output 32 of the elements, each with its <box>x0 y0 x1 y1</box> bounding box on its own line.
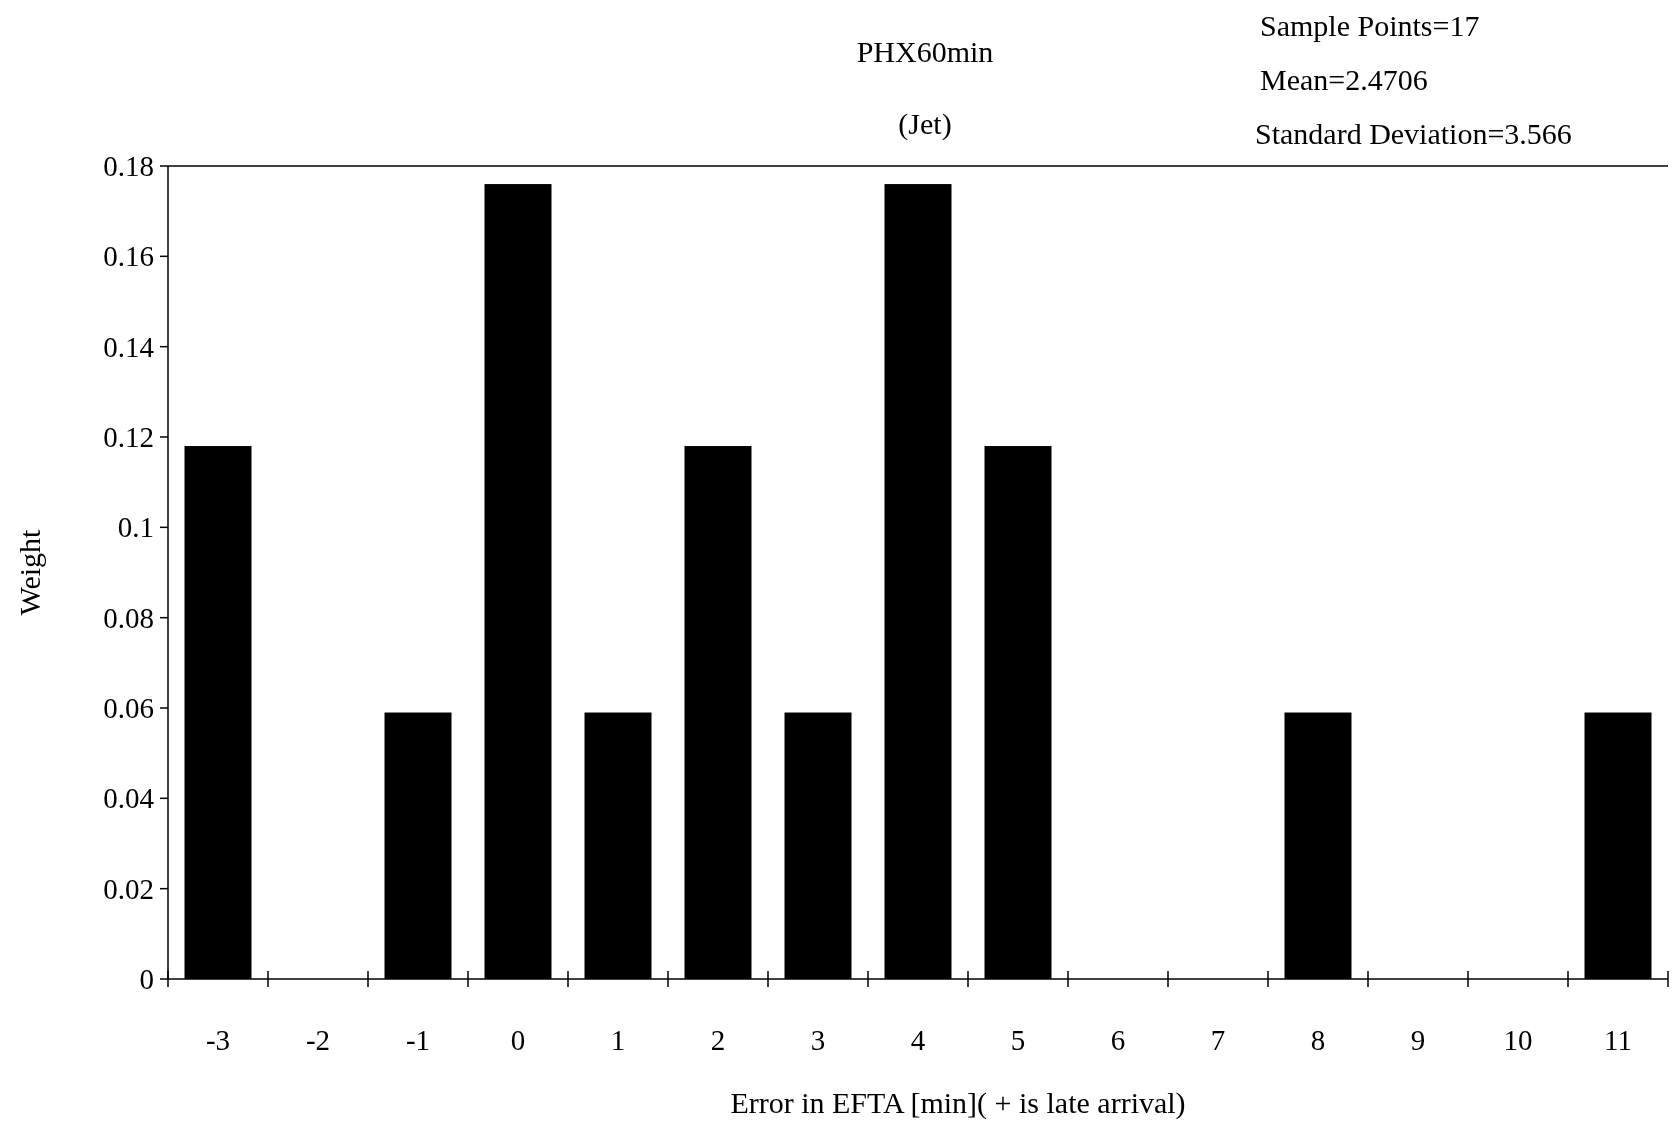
text: Sample Points=17 <box>1260 9 1480 42</box>
x-tick-label: 7 <box>1210 1024 1226 1056</box>
x-tick-label: 10 <box>1503 1024 1533 1056</box>
y-tick-label: 0.02 <box>103 872 154 905</box>
y-tick-label: 0.14 <box>103 330 155 363</box>
x-tick-label: 11 <box>1604 1024 1632 1056</box>
text: Mean=2.4706 <box>1260 63 1428 96</box>
x-tick-label: 8 <box>1310 1024 1326 1056</box>
x-tick-label: 3 <box>810 1024 826 1056</box>
y-tick-label: 0 <box>139 963 154 996</box>
y-tick-label: 0.04 <box>103 782 155 815</box>
x-tick-label: 9 <box>1410 1024 1426 1056</box>
chart-subtitle: (Jet) <box>898 107 952 141</box>
x-tick-label: 5 <box>1010 1024 1026 1056</box>
y-tick-label: 0.18 <box>103 150 154 183</box>
x-tick-label: 6 <box>1110 1024 1126 1056</box>
x-tick-label: -1 <box>405 1024 431 1056</box>
y-axis-title: Weight <box>13 528 46 616</box>
x-tick-label: -3 <box>205 1024 231 1056</box>
y-tick-label: 0.08 <box>103 601 154 634</box>
y-tick-label: 0.16 <box>103 240 154 273</box>
chart-title: PHX60min <box>856 35 994 68</box>
x-tick-label: 4 <box>910 1024 926 1056</box>
y-tick-label: 0.06 <box>103 692 154 725</box>
x-tick-label: -2 <box>305 1024 331 1056</box>
x-tick-label: 2 <box>710 1024 726 1056</box>
y-tick-label: 0.1 <box>117 511 154 544</box>
x-axis-title: Error in EFTA [min]( + is late arrival) <box>730 1086 1186 1120</box>
x-tick-label: 0 <box>510 1024 526 1056</box>
y-tick-label: 0.12 <box>103 421 154 454</box>
text: Standard Deviation=3.566 <box>1255 117 1572 150</box>
x-tick-label: 1 <box>610 1024 626 1056</box>
